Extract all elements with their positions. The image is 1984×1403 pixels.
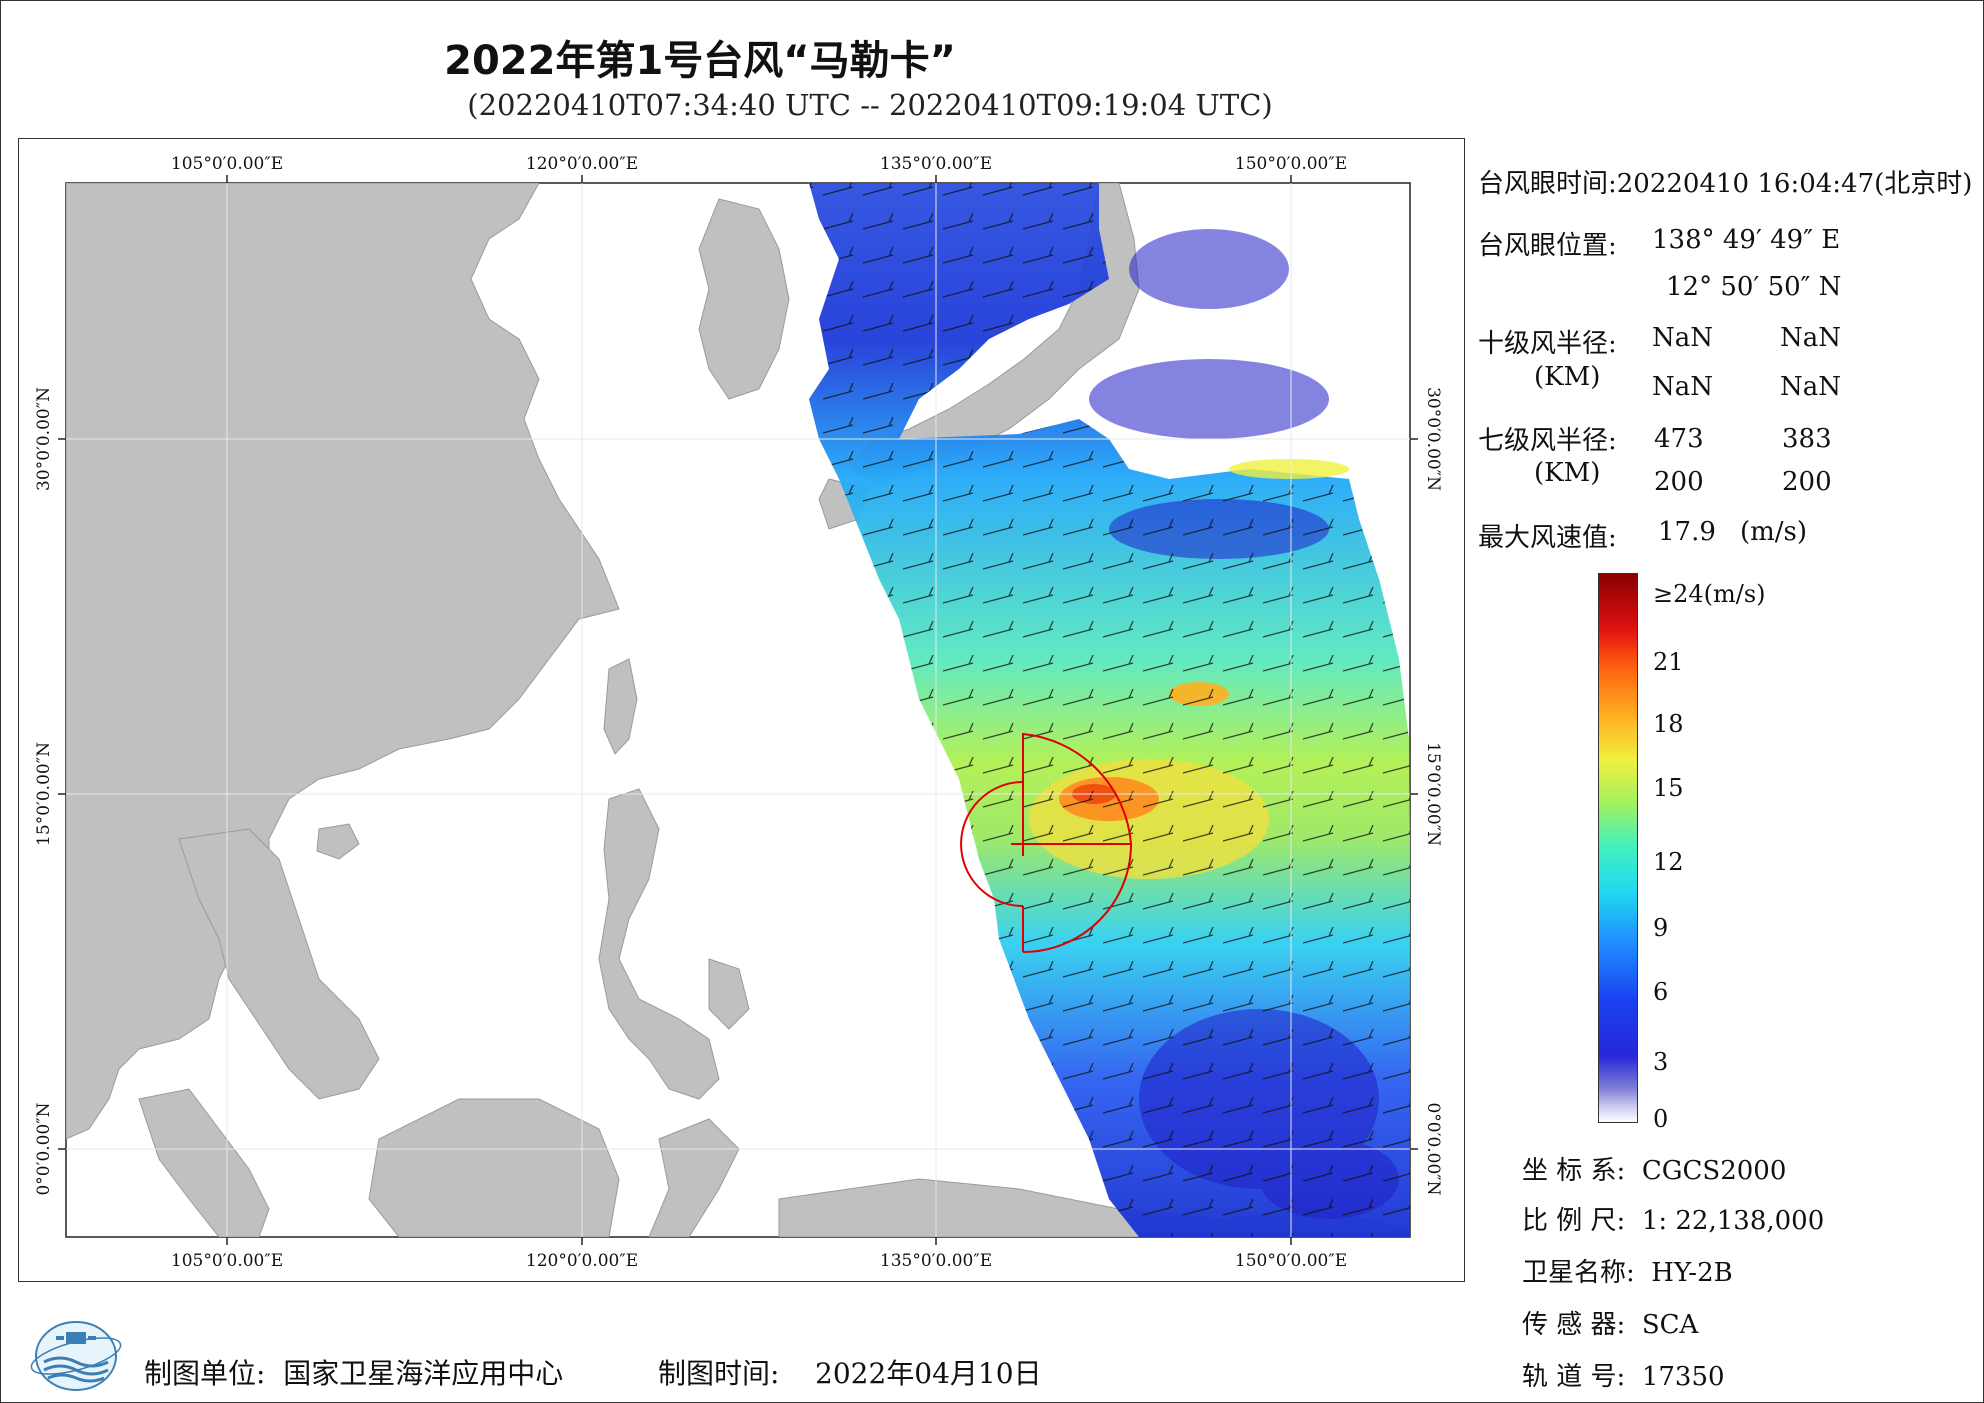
typhoon-wind-radius <box>960 732 1133 953</box>
lon-label-bottom: 150°0′0.00″E <box>1235 1251 1347 1271</box>
r10-value: NaN <box>1652 372 1714 402</box>
colorbar-tick: 12 <box>1653 848 1684 876</box>
sensor-value: SCA <box>1641 1310 1699 1340</box>
colorbar-tick: 15 <box>1653 774 1684 802</box>
max-wind-label: 最大风速值: <box>1478 523 1617 553</box>
scale-label: 比 例 尺: <box>1522 1206 1626 1236</box>
colorbar-tick: 3 <box>1653 1048 1669 1076</box>
map-panel: 105°0′0.00″E 120°0′0.00″E 135°0′0.00″E 1… <box>18 138 1465 1282</box>
r7-value: 200 <box>1654 467 1704 497</box>
r10-label: 十级风半径: <box>1478 329 1617 359</box>
wind-speed-colorbar <box>1598 573 1638 1123</box>
max-wind-value: 17.9 <box>1658 517 1716 547</box>
lon-label-top: 150°0′0.00″E <box>1235 154 1347 174</box>
map-title: 2022年第1号台风“马勒卡” <box>444 38 956 84</box>
typhoon-eye-marker <box>1011 832 1035 856</box>
lon-label-bottom: 105°0′0.00″E <box>171 1251 283 1271</box>
lon-label-bottom: 120°0′0.00″E <box>526 1251 638 1271</box>
land-layer <box>66 183 1410 1237</box>
satellite-label: 卫星名称: <box>1522 1258 1635 1288</box>
map-ticks <box>58 175 1418 1245</box>
lon-label-top: 135°0′0.00″E <box>880 154 992 174</box>
orbit-value: 17350 <box>1641 1362 1725 1392</box>
orbit-row: 轨 道 号: 17350 <box>1522 1356 1725 1393</box>
producer-label: 制图单位: <box>144 1357 266 1390</box>
lat-label-left: 30°0′0.00″N <box>34 387 54 491</box>
crs-label: 坐 标 系: <box>1522 1156 1626 1186</box>
eye-time-label: 台风眼时间: <box>1478 169 1617 199</box>
lat-label-right: 30°0′0.00″N <box>1423 387 1443 491</box>
lat-label-left: 15°0′0.00″N <box>34 742 54 846</box>
producer-value: 国家卫星海洋应用中心 <box>283 1357 564 1390</box>
r7-value: 383 <box>1782 424 1832 454</box>
r7-label: 七级风半径: <box>1478 426 1617 456</box>
satellite-row: 卫星名称: HY-2B <box>1522 1252 1733 1289</box>
eye-position-label: 台风眼位置: <box>1478 231 1617 261</box>
sensor-row: 传 感 器: SCA <box>1522 1304 1698 1341</box>
crs-row: 坐 标 系: CGCS2000 <box>1522 1150 1786 1187</box>
r10-unit: (KM) <box>1534 362 1601 392</box>
r10-value: NaN <box>1780 323 1842 353</box>
eye-time-row: 台风眼时间:20220410 16:04:47(北京时) <box>1478 163 1972 200</box>
map-subtitle: (20220410T07:34:40 UTC -- 20220410T09:19… <box>467 88 1273 122</box>
production-date-label: 制图时间: <box>658 1357 780 1390</box>
lat-label-right: 0°0′0.00″N <box>1423 1102 1443 1195</box>
crs-value: CGCS2000 <box>1641 1156 1787 1186</box>
satellite-value: HY-2B <box>1651 1258 1733 1288</box>
nsoas-logo <box>30 1321 122 1391</box>
r10-value: NaN <box>1780 372 1842 402</box>
r7-value: 473 <box>1654 424 1704 454</box>
map-canvas: 105°0′0.00″E 120°0′0.00″E 135°0′0.00″E 1… <box>34 154 1443 1271</box>
eye-latitude: 12° 50′ 50″ N <box>1666 272 1842 302</box>
lon-label-top: 120°0′0.00″E <box>526 154 638 174</box>
lon-label-bottom: 135°0′0.00″E <box>880 1251 992 1271</box>
colorbar-tick: 21 <box>1653 648 1684 676</box>
max-wind-unit: (m/s) <box>1740 517 1808 547</box>
r10-value: NaN <box>1652 323 1714 353</box>
orbit-label: 轨 道 号: <box>1522 1362 1626 1392</box>
lat-label-right: 15°0′0.00″N <box>1423 742 1443 846</box>
r7-value: 200 <box>1782 467 1832 497</box>
eye-longitude: 138° 49′ 49″ E <box>1652 225 1841 255</box>
scale-value: 1: 22,138,000 <box>1641 1206 1825 1236</box>
lat-label-left: 0°0′0.00″N <box>34 1102 54 1195</box>
eye-time-value: 20220410 16:04:47(北京时) <box>1616 169 1973 199</box>
lon-labels: 105°0′0.00″E 120°0′0.00″E 135°0′0.00″E 1… <box>171 154 1347 1271</box>
colorbar-tick: 0 <box>1653 1105 1669 1133</box>
colorbar-tick: 18 <box>1653 710 1684 738</box>
graticule <box>66 183 1410 1237</box>
production-date: 制图时间: 2022年04月10日 <box>658 1352 1042 1392</box>
scale-row: 比 例 尺: 1: 22,138,000 <box>1522 1200 1824 1237</box>
production-date-value: 2022年04月10日 <box>815 1357 1042 1390</box>
r7-unit: (KM) <box>1534 458 1601 488</box>
producer: 制图单位: 国家卫星海洋应用中心 <box>144 1352 563 1392</box>
lat-labels: 30°0′0.00″N 15°0′0.00″N 0°0′0.00″N 30°0′… <box>34 387 1443 1196</box>
colorbar-top-label: ≥24(m/s) <box>1653 580 1766 608</box>
colorbar-tick: 6 <box>1653 978 1669 1006</box>
lon-label-top: 105°0′0.00″E <box>171 154 283 174</box>
wind-barbs <box>809 183 1410 1237</box>
sensor-label: 传 感 器: <box>1522 1310 1626 1340</box>
colorbar-tick: 9 <box>1653 914 1669 942</box>
